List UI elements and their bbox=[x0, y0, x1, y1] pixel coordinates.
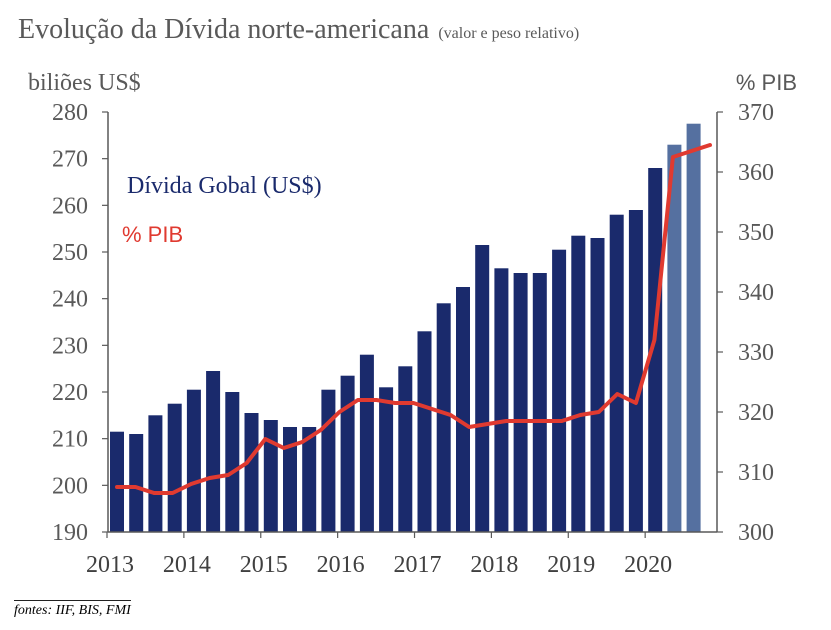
right-tick-label: 330 bbox=[738, 340, 774, 366]
x-tick-label: 2018 bbox=[470, 552, 518, 578]
debt-bar bbox=[379, 387, 394, 532]
source-note: fontes: IIF, BIS, FMI bbox=[14, 600, 131, 619]
right-tick-label: 320 bbox=[738, 400, 774, 426]
chart-title-block: Evolução da Dívida norte-americana (valo… bbox=[18, 14, 579, 46]
right-tick-label: 310 bbox=[738, 460, 774, 486]
debt-bar bbox=[532, 273, 547, 532]
debt-bar bbox=[475, 245, 490, 532]
debt-bar bbox=[244, 413, 259, 532]
debt-bar bbox=[609, 214, 624, 532]
debt-bar bbox=[225, 392, 240, 532]
left-tick-label: 250 bbox=[52, 240, 88, 266]
left-tick-label: 260 bbox=[52, 193, 88, 219]
debt-bar bbox=[129, 434, 144, 532]
debt-bar bbox=[513, 273, 528, 532]
chart-subtitle: (valor e peso relativo) bbox=[438, 25, 580, 42]
left-tick-label: 270 bbox=[52, 147, 88, 173]
x-tick-label: 2016 bbox=[317, 552, 365, 578]
left-tick-label: 220 bbox=[52, 380, 88, 406]
right-tick-label: 370 bbox=[738, 100, 774, 126]
left-tick-label: 210 bbox=[52, 427, 88, 453]
right-axis-label: % PIB bbox=[735, 70, 797, 95]
left-tick-label: 280 bbox=[52, 100, 88, 126]
right-tick-label: 340 bbox=[738, 280, 774, 306]
debt-bar bbox=[667, 144, 682, 532]
debt-bar bbox=[628, 210, 643, 532]
debt-bar bbox=[110, 431, 124, 532]
debt-bar bbox=[686, 123, 701, 532]
debt-bar bbox=[494, 268, 509, 532]
debt-bar bbox=[167, 403, 182, 532]
x-tick-label: 2017 bbox=[394, 552, 442, 578]
debt-bar bbox=[359, 354, 374, 532]
x-tick-label: 2015 bbox=[240, 552, 288, 578]
left-tick-label: 190 bbox=[52, 520, 88, 546]
debt-bar bbox=[186, 389, 201, 532]
x-tick-label: 2020 bbox=[624, 552, 672, 578]
debt-bar bbox=[648, 168, 663, 532]
debt-bar bbox=[340, 375, 355, 532]
debt-bar bbox=[206, 371, 221, 532]
right-tick-label: 360 bbox=[738, 160, 774, 186]
debt-bar bbox=[436, 303, 451, 532]
debt-bar bbox=[263, 420, 278, 532]
debt-bar bbox=[321, 389, 336, 532]
right-tick-label: 350 bbox=[738, 220, 774, 246]
left-tick-label: 230 bbox=[52, 333, 88, 359]
x-tick-label: 2019 bbox=[547, 552, 595, 578]
debt-bar bbox=[398, 366, 413, 532]
left-tick-label: 200 bbox=[52, 473, 88, 499]
x-tick-label: 2014 bbox=[163, 552, 211, 578]
x-tick-label: 2013 bbox=[86, 552, 134, 578]
right-tick-label: 300 bbox=[738, 520, 774, 546]
pib-line bbox=[115, 143, 712, 495]
left-axis-label: biliões US$ bbox=[28, 70, 141, 96]
debt-bar bbox=[302, 427, 317, 532]
debt-bar bbox=[456, 287, 470, 532]
legend-pib-label: % PIB bbox=[122, 222, 183, 247]
debt-bar bbox=[417, 331, 432, 532]
left-tick-label: 240 bbox=[52, 287, 88, 313]
debt-bar bbox=[571, 235, 586, 532]
debt-bar bbox=[283, 427, 297, 532]
chart-title: Evolução da Dívida norte-americana bbox=[18, 14, 430, 45]
legend-debt-label: Dívida Gobal (US$) bbox=[127, 173, 322, 199]
debt-bar bbox=[148, 415, 163, 532]
debt-bar bbox=[590, 238, 605, 532]
debt-bar bbox=[552, 249, 567, 532]
